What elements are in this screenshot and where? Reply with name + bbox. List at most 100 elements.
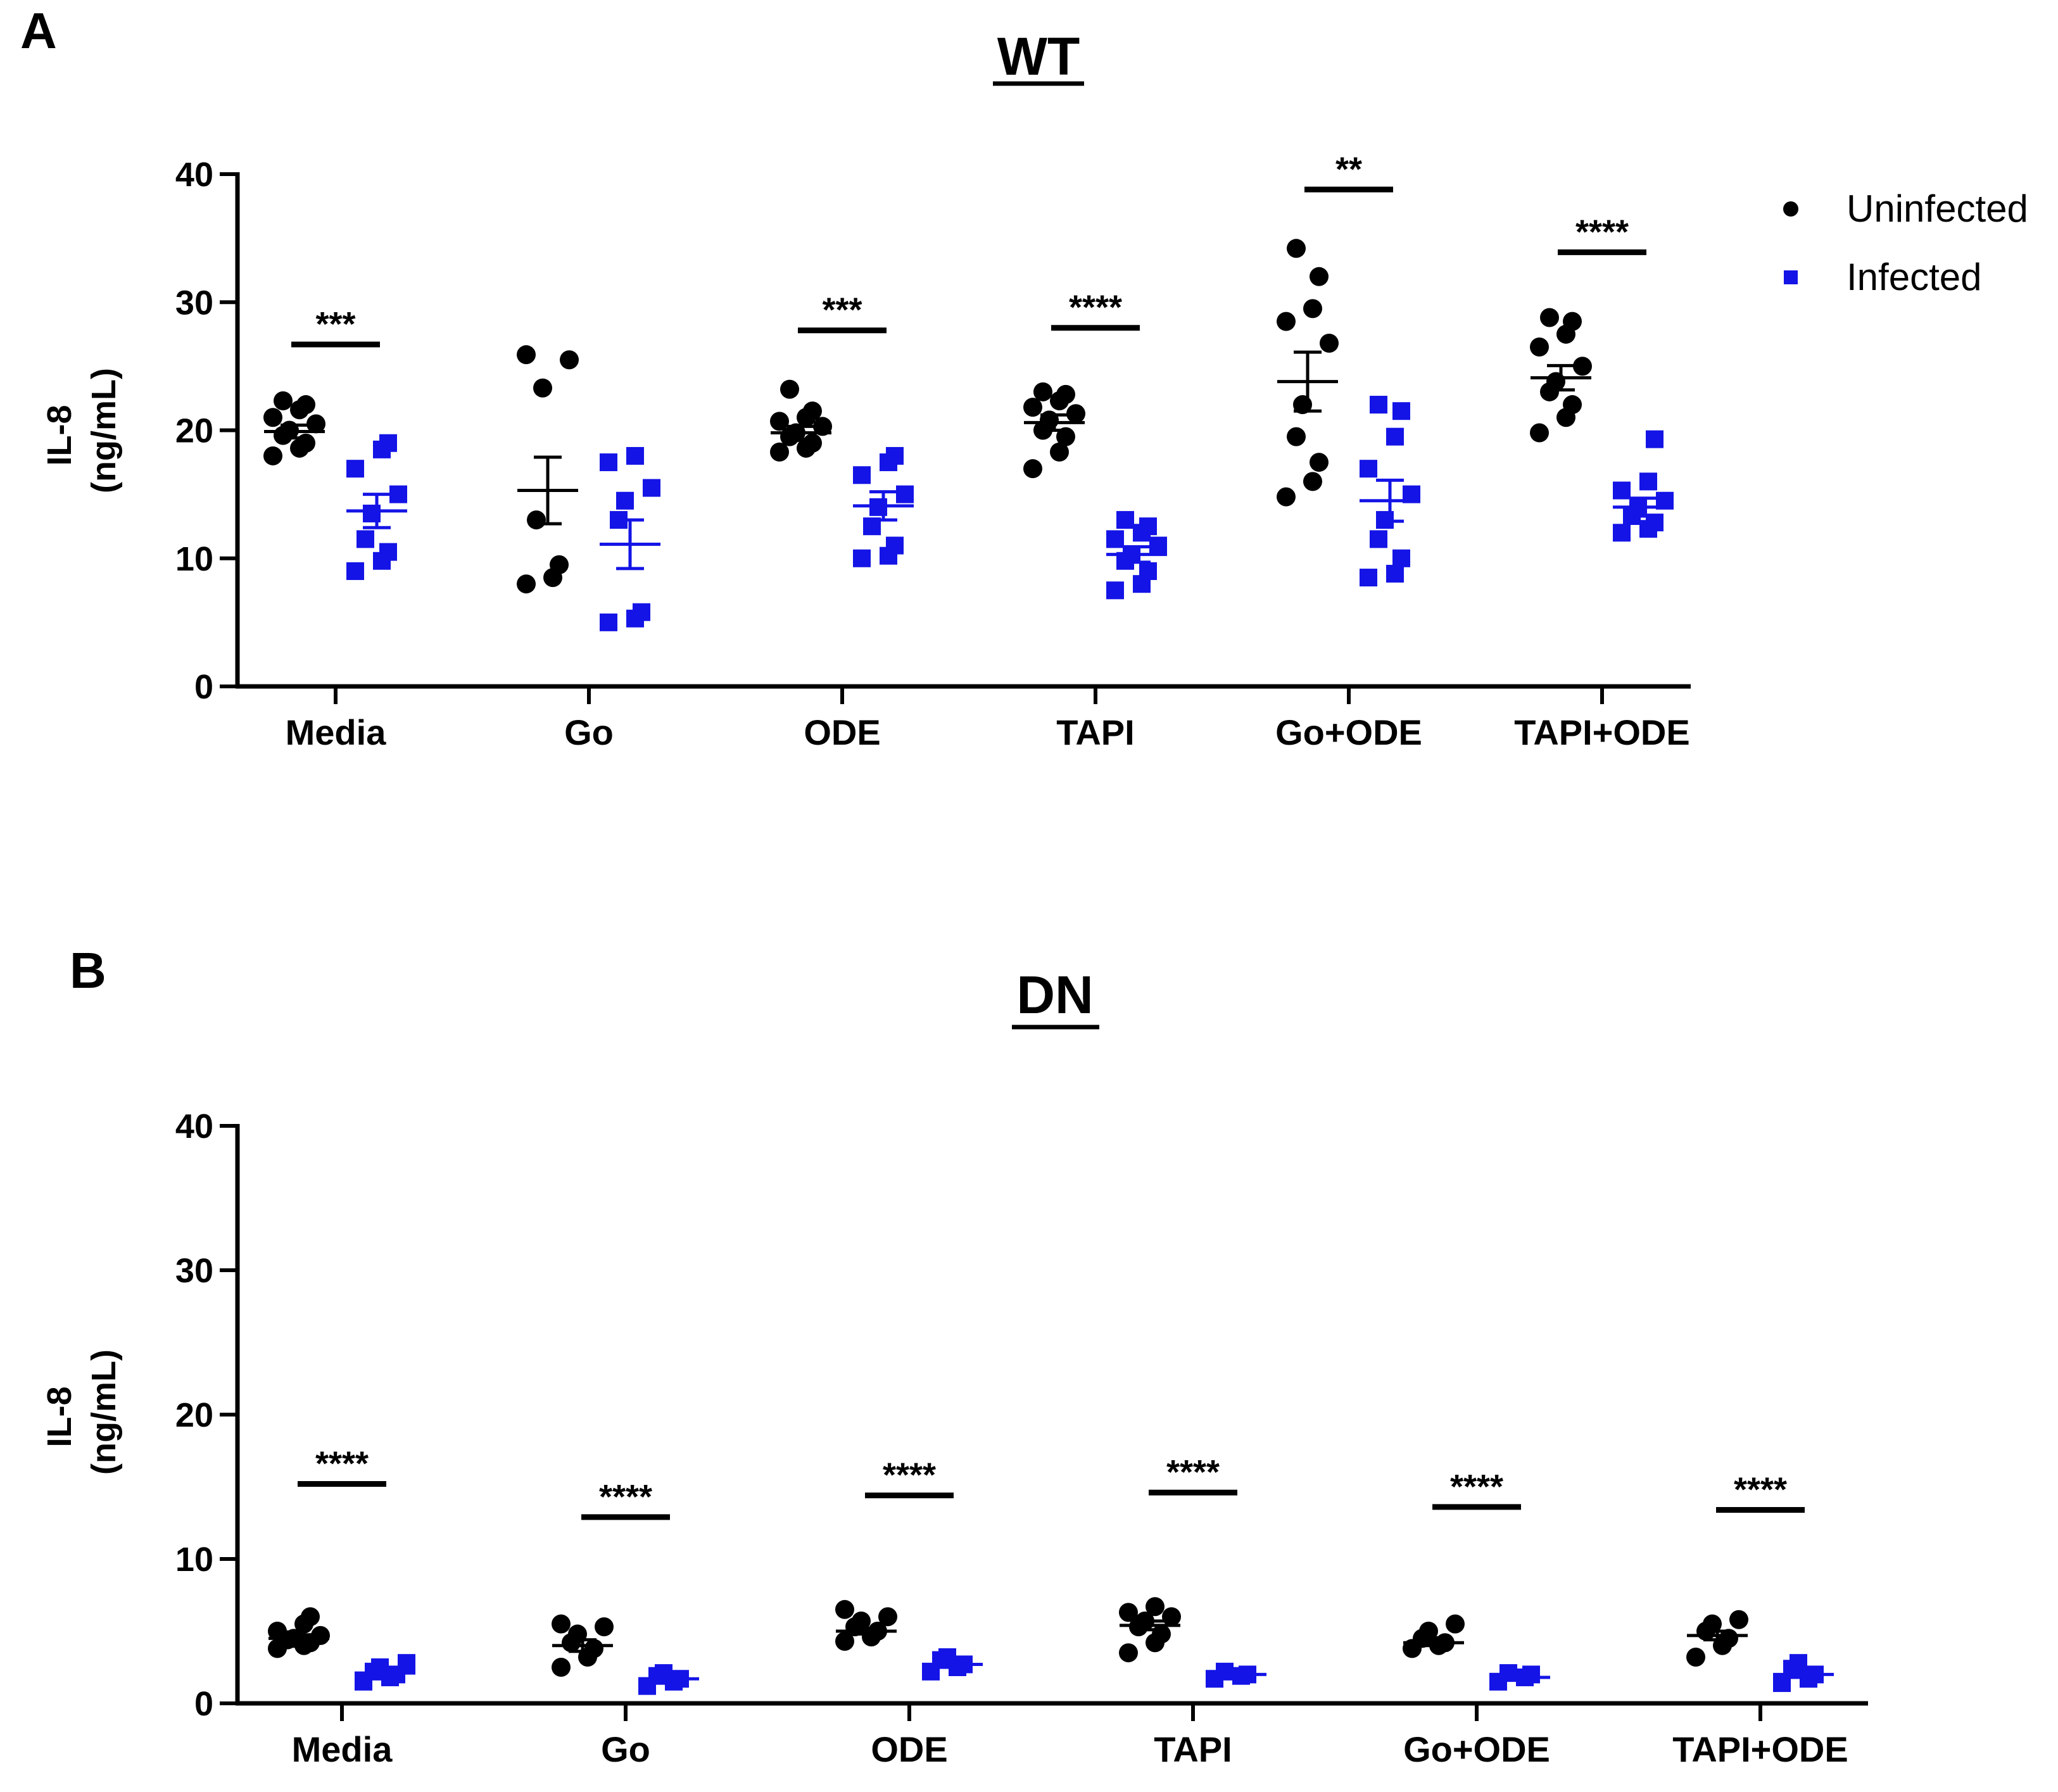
data-point-uninfected [268,1622,287,1641]
y-tick-label: 30 [175,284,213,322]
data-point-uninfected [835,1631,854,1651]
data-point-uninfected [296,395,315,415]
data-point-uninfected [301,1607,320,1627]
data-point-uninfected [1277,312,1296,331]
y-axis-title-line2: (ng/mL) [85,368,123,493]
data-point-uninfected [311,1625,330,1645]
y-tick-label: 30 [175,1252,213,1290]
data-point-infected [1639,472,1657,491]
data-point-infected [1149,536,1167,555]
legend-label-uninfected: Uninfected [1847,187,2028,230]
data-point-uninfected [584,1639,603,1658]
data-point-infected [398,1654,415,1672]
data-point-infected [1370,396,1387,414]
significance-label: **** [1734,1470,1787,1508]
data-point-infected [626,446,644,465]
x-tick-label-go-ode: Go+ODE [1403,1729,1550,1769]
data-point-infected [1386,427,1404,446]
data-point-infected [600,453,617,472]
data-point-uninfected [1686,1648,1705,1667]
x-tick-label-media: Media [292,1729,393,1769]
y-tick-label: 0 [194,1685,213,1723]
data-point-uninfected [1023,459,1042,479]
data-point-uninfected [1540,308,1559,327]
data-point-uninfected [835,1600,854,1619]
data-point-uninfected [550,555,569,574]
data-point-uninfected [1303,472,1322,491]
y-axis-title-line2: (ng/mL) [85,1349,123,1475]
data-point-uninfected [1446,1614,1465,1634]
data-point-uninfected [813,417,832,436]
significance-label: ** [1335,150,1362,188]
data-point-uninfected [1146,1597,1165,1617]
data-point-uninfected [770,412,789,431]
data-point-infected [853,549,871,567]
data-point-uninfected [527,510,546,530]
data-point-infected [346,460,364,478]
panel-letter-a: A [20,3,57,59]
data-point-uninfected [1310,453,1329,472]
data-point-uninfected [1563,395,1582,415]
data-point-uninfected [1287,239,1306,258]
y-tick-label: 20 [175,1396,213,1434]
data-point-uninfected [1056,427,1075,446]
y-tick-label: 20 [175,412,213,450]
data-point-uninfected [552,1614,571,1634]
data-point-uninfected [1573,357,1592,376]
data-point-infected [1106,530,1124,548]
significance-label: **** [1069,289,1122,327]
data-point-infected [1392,402,1410,420]
data-point-uninfected [1703,1614,1722,1634]
panel-a: A WT IL-8 (ng/mL) 0 10 20 30 40 Media Go ODE TAP… [20,3,2028,752]
data-point-infected [600,613,617,631]
data-point-uninfected [1277,487,1296,507]
y-tick-label: 40 [175,1107,213,1145]
data-point-uninfected [1119,1603,1138,1622]
data-point-uninfected [1066,404,1085,424]
data-point-infected [357,530,374,548]
data-point-uninfected [1563,312,1582,331]
significance-label: **** [883,1456,936,1494]
data-point-uninfected [263,446,282,465]
significance-label: **** [315,1444,369,1482]
data-point-uninfected [1419,1622,1438,1641]
data-point-uninfected [1152,1624,1171,1644]
data-point-infected [1370,530,1387,548]
data-point-uninfected [1287,427,1306,446]
x-tick-label-ode: ODE [871,1729,947,1769]
data-point-infected [1360,460,1377,478]
data-point-uninfected [1310,267,1329,286]
data-point-infected [886,446,904,465]
data-point-infected [643,479,660,497]
data-point-infected [896,485,914,503]
x-tick-label-go-ode: Go+ODE [1275,712,1422,752]
y-tick-label: 40 [175,156,213,194]
x-tick-label-ode: ODE [804,712,880,752]
y-axis-title: IL-8 (ng/mL) [41,368,123,493]
data-point-uninfected [1729,1610,1748,1629]
data-point-infected [1139,517,1157,536]
legend-marker-infected [1784,270,1798,284]
data-point-infected [1646,430,1663,448]
data-point-uninfected [1530,338,1549,357]
data-point-infected [616,491,634,510]
significance-label: **** [599,1478,652,1516]
data-point-uninfected [1162,1607,1181,1627]
y-tick-label: 0 [194,668,213,706]
y-axis-title: IL-8 (ng/mL) [41,1349,123,1475]
data-point-infected [1386,565,1404,583]
data-point-infected [886,536,904,555]
data-point-uninfected [263,408,282,427]
data-point-uninfected [517,345,536,365]
x-tick-label-tapi-ode: TAPI+ODE [1514,712,1689,752]
data-point-uninfected [1056,384,1075,404]
data-point-uninfected [1119,1643,1138,1663]
data-point-infected [346,562,364,580]
data-point-infected [853,466,871,484]
significance-label: *** [822,291,862,329]
data-point-uninfected [274,391,293,410]
x-tick-label-tapi-ode: TAPI+ODE [1672,1729,1848,1769]
x-tick-label-go: Go [601,1729,650,1769]
data-point-infected [1139,562,1157,580]
